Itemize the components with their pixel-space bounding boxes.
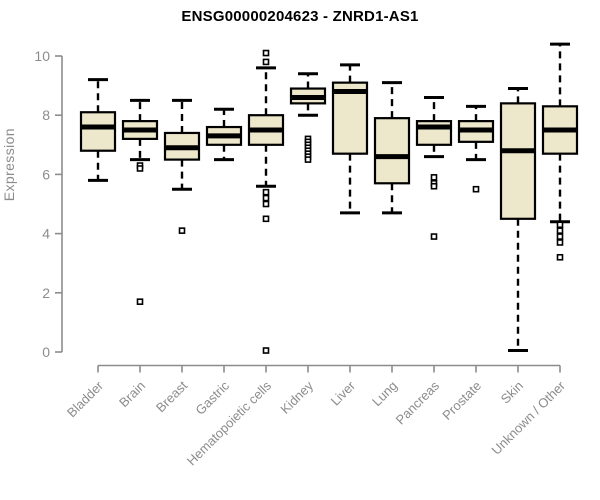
outlier-point bbox=[304, 156, 312, 163]
outlier-point bbox=[262, 188, 270, 196]
boxplot-hematopoietic-cells bbox=[247, 49, 285, 354]
boxplot-bladder bbox=[79, 78, 117, 182]
iqr-box bbox=[373, 117, 411, 185]
category-label-gastric: Gastric bbox=[192, 378, 232, 418]
category-label-liver: Liver bbox=[328, 378, 359, 409]
boxplot-skin bbox=[499, 87, 537, 353]
category-label-breast: Breast bbox=[153, 378, 190, 415]
outlier-point bbox=[262, 194, 270, 202]
iqr-box bbox=[499, 102, 537, 220]
outlier-point bbox=[430, 174, 438, 181]
category-label-lung: Lung bbox=[369, 378, 400, 409]
category-label-pancreas: Pancreas bbox=[393, 378, 443, 428]
boxplot-prostate bbox=[457, 104, 495, 193]
iqr-box bbox=[79, 111, 117, 152]
category-label-brain: Brain bbox=[116, 378, 148, 410]
y-tick-label: 8 bbox=[42, 107, 50, 123]
outlier-point bbox=[430, 182, 438, 190]
category-label-bladder: Bladder bbox=[64, 378, 107, 421]
category-label-prostate: Prostate bbox=[439, 378, 484, 423]
outlier-point bbox=[136, 298, 144, 305]
y-tick-label: 6 bbox=[42, 166, 50, 182]
boxplot-lung bbox=[373, 81, 411, 215]
outlier-point bbox=[178, 227, 186, 234]
outlier-point bbox=[556, 221, 564, 229]
boxplot-kidney bbox=[289, 72, 327, 163]
outlier-point bbox=[262, 49, 270, 57]
boxplot-breast bbox=[163, 98, 201, 234]
y-axis: 0 2 4 6 8 10 bbox=[34, 48, 63, 360]
category-label-kidney: Kidney bbox=[277, 378, 316, 417]
outlier-point bbox=[556, 233, 564, 240]
outlier-point bbox=[262, 58, 270, 66]
y-tick-label: 2 bbox=[42, 285, 50, 301]
boxplot-liver bbox=[331, 63, 369, 215]
boxplot-gastric bbox=[205, 107, 243, 162]
outlier-point bbox=[262, 200, 270, 208]
category-label-skin: Skin bbox=[498, 378, 526, 406]
y-tick-label: 4 bbox=[42, 226, 50, 242]
outlier-point bbox=[136, 165, 144, 172]
boxplot-pancreas bbox=[415, 95, 453, 240]
outlier-point bbox=[430, 233, 438, 240]
chart-title: ENSG00000204623 - ZNRD1-AS1 bbox=[181, 8, 419, 25]
y-tick-label: 10 bbox=[34, 48, 50, 64]
boxplot-unknown-other bbox=[541, 42, 579, 261]
outlier-point bbox=[262, 215, 270, 223]
outlier-point bbox=[472, 185, 480, 193]
category-label-unknown-other: Unknown / Other bbox=[489, 378, 569, 458]
y-tick-label: 0 bbox=[42, 344, 50, 360]
boxplot-brain bbox=[121, 98, 159, 305]
outlier-point bbox=[556, 253, 564, 261]
outlier-point bbox=[262, 347, 270, 354]
outlier-point bbox=[556, 239, 564, 246]
y-axis-title: Expression bbox=[1, 128, 17, 202]
iqr-box bbox=[331, 81, 369, 155]
outlier-point bbox=[556, 227, 564, 234]
